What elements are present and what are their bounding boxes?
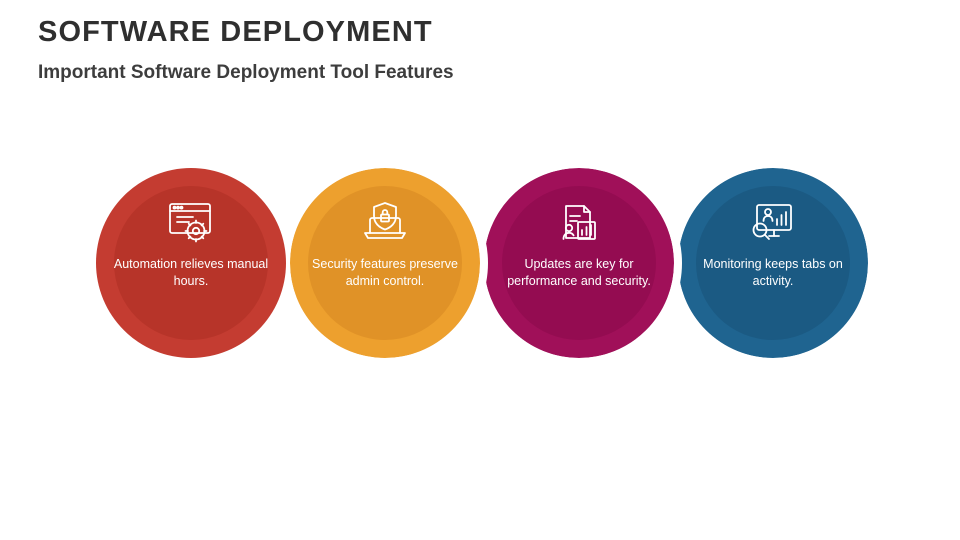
process-node-automation[interactable]: Automation relieves manual hours. [96, 168, 286, 358]
node-label: Automation relieves manual hours. [113, 257, 269, 288]
node-ring [282, 160, 488, 366]
node-label: Updates are key for performance and secu… [507, 257, 651, 288]
node-inner-circle [502, 186, 656, 340]
node-label: Security features preserve admin control… [312, 257, 458, 288]
node-inner-circle [308, 186, 462, 340]
process-node-updates[interactable]: Updates are key for performance and secu… [476, 160, 682, 366]
document-chart-person-icon [484, 200, 674, 251]
process-chain: Automation relieves manual hours. Securi… [0, 160, 960, 366]
laptop-shield-lock-icon [290, 200, 480, 251]
node-label: Monitoring keeps tabs on activity. [703, 257, 843, 288]
page-title: SOFTWARE DEPLOYMENT [38, 16, 433, 48]
monitor-chart-magnifier-icon [678, 200, 868, 251]
browser-gear-icon [96, 200, 286, 251]
page-subtitle: Important Software Deployment Tool Featu… [38, 62, 454, 83]
process-node-monitoring[interactable]: Monitoring keeps tabs on activity. [670, 160, 876, 366]
process-node-security[interactable]: Security features preserve admin control… [282, 160, 488, 366]
node-inner-circle [696, 186, 850, 340]
